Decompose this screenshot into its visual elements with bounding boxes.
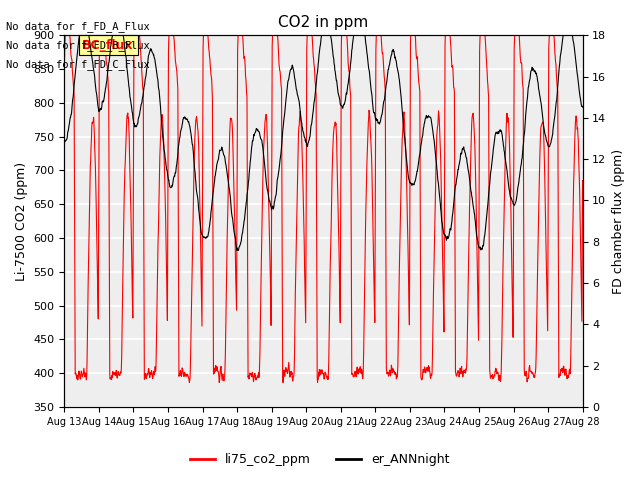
er_ANNnight <box>472 227 480 232</box>
Line: li75_co2_ppm: li75_co2_ppm <box>65 32 582 383</box>
li75_co2_ppm <box>404 264 412 270</box>
er_ANNnight <box>164 170 172 176</box>
Text: No data for f_FD_C_Flux: No data for f_FD_C_Flux <box>6 59 150 70</box>
li75_co2_ppm <box>61 58 68 63</box>
Text: No data for f_FD_A_Flux: No data for f_FD_A_Flux <box>6 21 150 32</box>
er_ANNnight <box>404 174 412 180</box>
li75_co2_ppm <box>176 372 184 378</box>
er_ANNnight <box>518 157 525 163</box>
er_ANNnight <box>579 104 586 110</box>
Text: BC_flux: BC_flux <box>83 39 134 52</box>
er_ANNnight <box>61 138 68 144</box>
li75_co2_ppm <box>234 36 242 42</box>
li75_co2_ppm <box>279 380 287 385</box>
li75_co2_ppm <box>472 193 480 199</box>
Legend: li75_co2_ppm, er_ANNnight: li75_co2_ppm, er_ANNnight <box>186 448 454 471</box>
li75_co2_ppm <box>61 29 69 35</box>
li75_co2_ppm <box>518 61 525 67</box>
Title: CO2 in ppm: CO2 in ppm <box>278 15 369 30</box>
Text: No data for f_FD_B_Flux: No data for f_FD_B_Flux <box>6 40 150 51</box>
er_ANNnight <box>176 134 184 140</box>
li75_co2_ppm <box>579 178 586 183</box>
er_ANNnight <box>234 248 242 253</box>
Line: er_ANNnight: er_ANNnight <box>65 25 582 251</box>
Y-axis label: FD chamber flux (ppm): FD chamber flux (ppm) <box>612 148 625 294</box>
Y-axis label: Li-7500 CO2 (ppm): Li-7500 CO2 (ppm) <box>15 162 28 281</box>
er_ANNnight <box>234 248 242 253</box>
li75_co2_ppm <box>164 318 172 324</box>
er_ANNnight <box>112 22 120 28</box>
